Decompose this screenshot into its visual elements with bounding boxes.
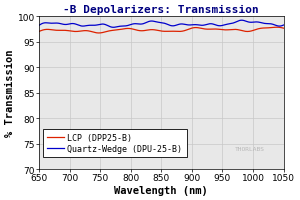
LCP (DPP25-B) [282, 28, 285, 30]
Quartz-Wedge (DPU-25-B) [154, 21, 158, 24]
Line: Quartz-Wedge (DPU-25-B): Quartz-Wedge (DPU-25-B) [39, 21, 284, 28]
LCP (DPP25-B) [275, 27, 279, 29]
LCP (DPP25-B) [37, 31, 41, 33]
Quartz-Wedge (DPU-25-B) [282, 25, 285, 27]
Text: THORLABS: THORLABS [235, 146, 265, 151]
Quartz-Wedge (DPU-25-B) [277, 26, 281, 28]
Quartz-Wedge (DPU-25-B) [37, 25, 41, 27]
LCP (DPP25-B) [155, 30, 159, 32]
LCP (DPP25-B) [154, 30, 158, 32]
LCP (DPP25-B) [277, 27, 281, 29]
Quartz-Wedge (DPU-25-B) [112, 27, 116, 29]
Legend: LCP (DPP25-B), Quartz-Wedge (DPU-25-B): LCP (DPP25-B), Quartz-Wedge (DPU-25-B) [43, 129, 187, 158]
LCP (DPP25-B) [183, 30, 187, 33]
Y-axis label: % Transmission: % Transmission [5, 50, 15, 137]
Line: LCP (DPP25-B): LCP (DPP25-B) [39, 28, 284, 34]
Quartz-Wedge (DPU-25-B) [238, 20, 242, 22]
LCP (DPP25-B) [238, 30, 242, 32]
LCP (DPP25-B) [97, 33, 101, 35]
Quartz-Wedge (DPU-25-B) [170, 25, 174, 28]
Quartz-Wedge (DPU-25-B) [240, 20, 243, 22]
X-axis label: Wavelength (nm): Wavelength (nm) [115, 185, 208, 195]
Quartz-Wedge (DPU-25-B) [155, 22, 159, 24]
LCP (DPP25-B) [170, 31, 174, 33]
Quartz-Wedge (DPU-25-B) [183, 24, 187, 26]
Title: -B Depolarizers: Transmission: -B Depolarizers: Transmission [64, 5, 259, 15]
